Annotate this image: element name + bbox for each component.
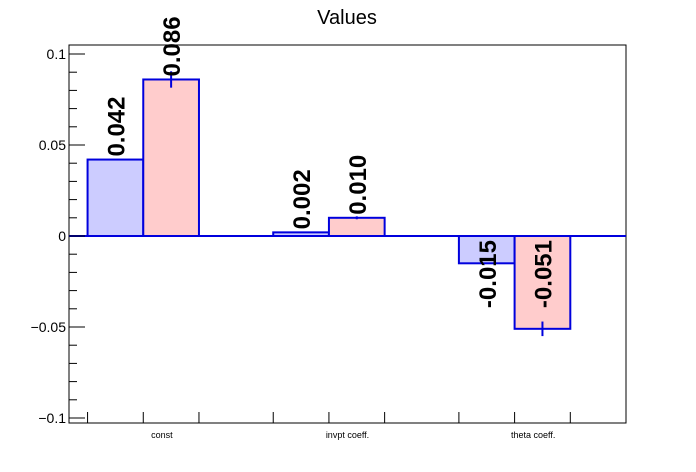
bars-layer: 0.042 0.002 -0.015 0.086 0.010 -0.051 xyxy=(69,16,626,337)
y-tick-label: 0.1 xyxy=(47,46,67,62)
x-axis: const invpt coeff. theta coeff. xyxy=(87,412,571,440)
y-tick-label: 0.05 xyxy=(39,137,66,153)
x-category-label: const xyxy=(151,430,173,440)
data-label-s1-1: 0.002 xyxy=(289,169,316,229)
y-tick-label: −0.05 xyxy=(31,319,67,335)
bar-s1-0 xyxy=(86,158,145,237)
data-label-s2-2: -0.051 xyxy=(530,240,557,308)
data-label-s2-0: 0.086 xyxy=(159,16,186,76)
x-category-label: invpt coeff. xyxy=(326,430,369,440)
bar-s1-2 xyxy=(457,235,516,265)
plot-frame xyxy=(68,44,627,424)
y-tick-label: −0.1 xyxy=(38,410,66,426)
x-category-label: theta coeff. xyxy=(511,430,555,440)
y-axis: −0.1 −0.05 0 0.05 0.1 xyxy=(31,46,85,426)
data-label-s1-2: -0.015 xyxy=(475,240,502,308)
data-label-s1-0: 0.042 xyxy=(103,96,130,156)
y-tick-label: 0 xyxy=(58,228,66,244)
chart-title: Values xyxy=(317,7,377,29)
bar-s2-0 xyxy=(142,78,200,238)
bar-s2-1 xyxy=(327,216,386,238)
data-label-s2-1: 0.010 xyxy=(345,155,372,215)
